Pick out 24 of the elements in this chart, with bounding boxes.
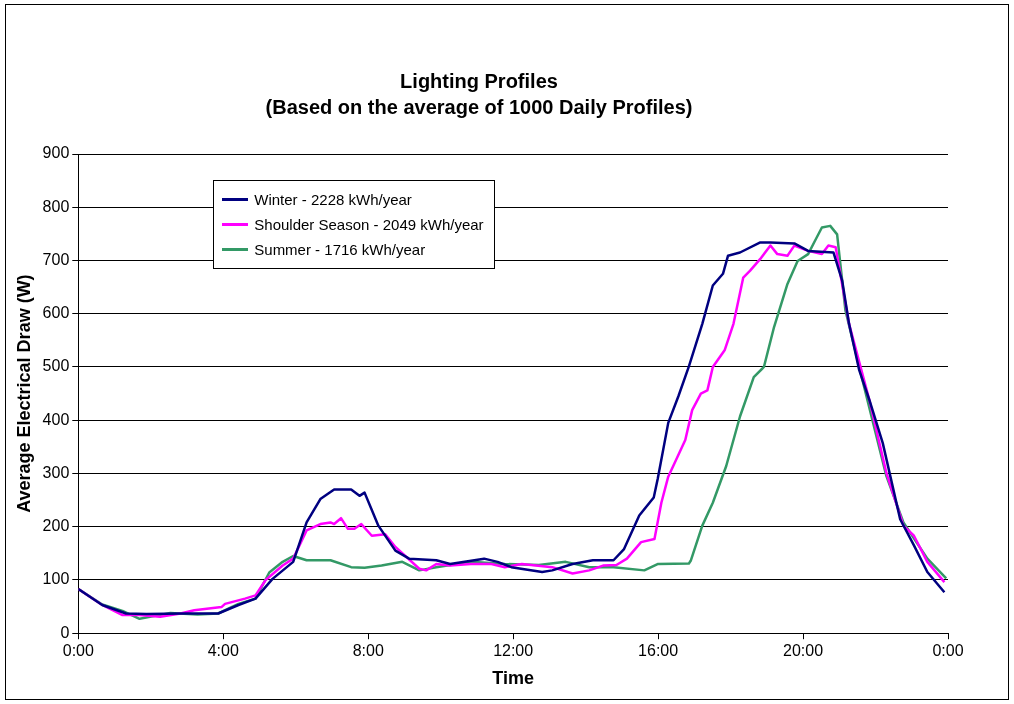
y-tick-label: 600 — [42, 304, 70, 322]
legend-label: Summer - 1716 kWh/year — [254, 241, 426, 258]
y-tick-label: 800 — [42, 197, 70, 215]
legend-label: Winter - 2228 kWh/year — [254, 191, 412, 208]
x-tick-label: 8:00 — [352, 642, 384, 660]
x-tick-label: 4:00 — [207, 642, 239, 660]
y-tick-label: 500 — [42, 357, 70, 375]
y-tick-label: 300 — [42, 463, 70, 481]
x-axis-title: Time — [492, 668, 534, 689]
y-tick-label: 200 — [42, 517, 70, 535]
y-tick-label: 100 — [42, 570, 70, 588]
y-axis-title: Average Electrical Draw (W) — [13, 274, 34, 513]
x-tick-label: 0:00 — [932, 642, 964, 660]
x-tick-label: 20:00 — [783, 642, 824, 660]
chart-subtitle: (Based on the average of 1000 Daily Profiles) — [265, 95, 693, 118]
y-tick-label: 700 — [42, 250, 70, 268]
y-tick-label: 0 — [60, 623, 70, 641]
x-tick-label: 0:00 — [62, 642, 94, 660]
y-tick-label: 400 — [42, 410, 70, 428]
x-tick-label: 16:00 — [638, 642, 679, 660]
chart-title: Lighting Profiles — [400, 69, 558, 92]
legend-label: Shoulder Season - 2049 kWh/year — [254, 216, 484, 233]
y-tick-label: 900 — [42, 144, 70, 162]
x-tick-label: 12:00 — [493, 642, 534, 660]
